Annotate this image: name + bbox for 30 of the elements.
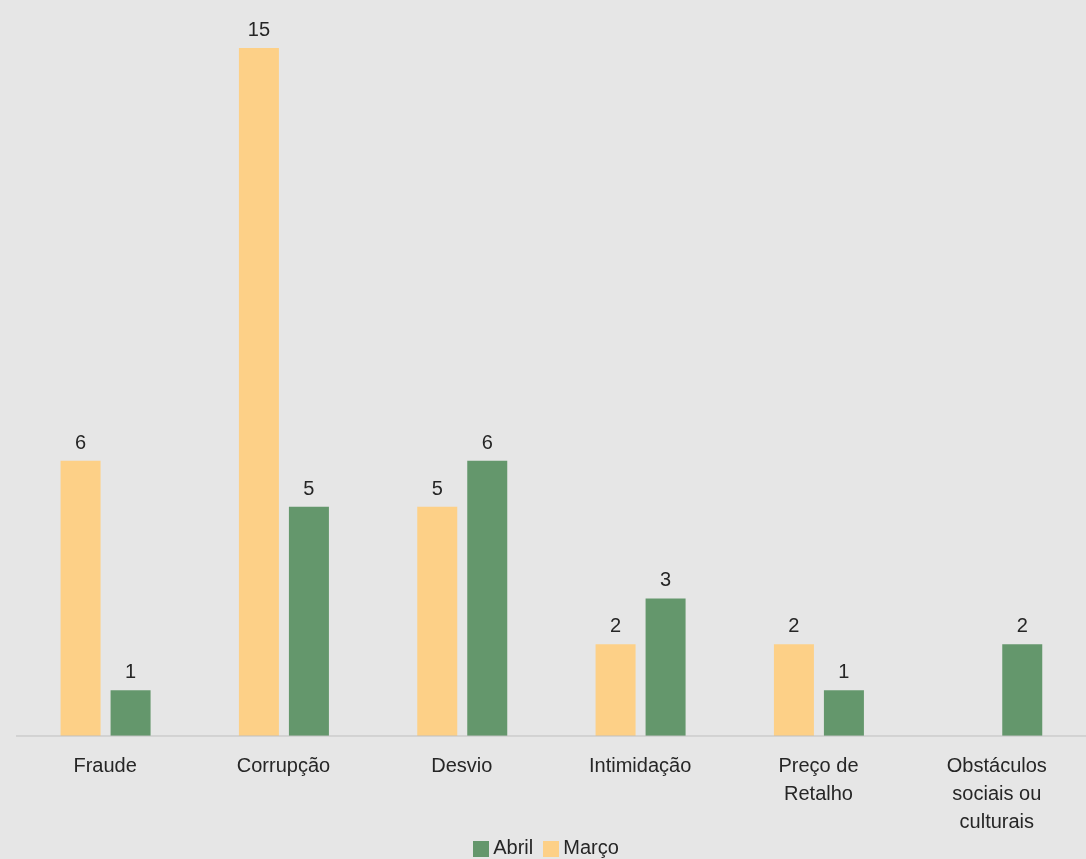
x-tick-label: Fraude	[73, 754, 137, 776]
data-label: 2	[610, 614, 622, 637]
data-label: 5	[431, 476, 443, 499]
data-label: 6	[481, 430, 493, 453]
data-label: 15	[247, 18, 271, 40]
bar	[1002, 644, 1043, 736]
x-tick-label: Preço de Retalho	[778, 754, 859, 804]
bar	[595, 644, 636, 736]
legend-label: Abril	[493, 836, 534, 858]
x-tick-label: Obstáculos sociais ou culturais	[946, 754, 1047, 832]
data-label: 1	[125, 660, 137, 683]
bar	[110, 690, 151, 736]
bar	[773, 644, 814, 736]
bar	[238, 48, 279, 736]
data-label: 3	[660, 568, 672, 591]
bar	[60, 460, 101, 736]
x-tick-label: Intimidação	[589, 754, 692, 776]
data-label: 6	[75, 430, 87, 453]
data-label: 2	[788, 614, 800, 637]
x-tick-label: Desvio	[431, 754, 493, 776]
bar	[288, 506, 329, 736]
bar	[645, 598, 686, 736]
data-label: 5	[303, 476, 315, 499]
x-tick-label: Corrupção	[236, 754, 331, 776]
bar	[467, 460, 508, 736]
data-label: 2	[1016, 614, 1028, 637]
legend-label: Março	[563, 836, 619, 858]
bar	[417, 506, 458, 736]
bar	[823, 690, 864, 736]
data-label: 1	[838, 660, 850, 683]
